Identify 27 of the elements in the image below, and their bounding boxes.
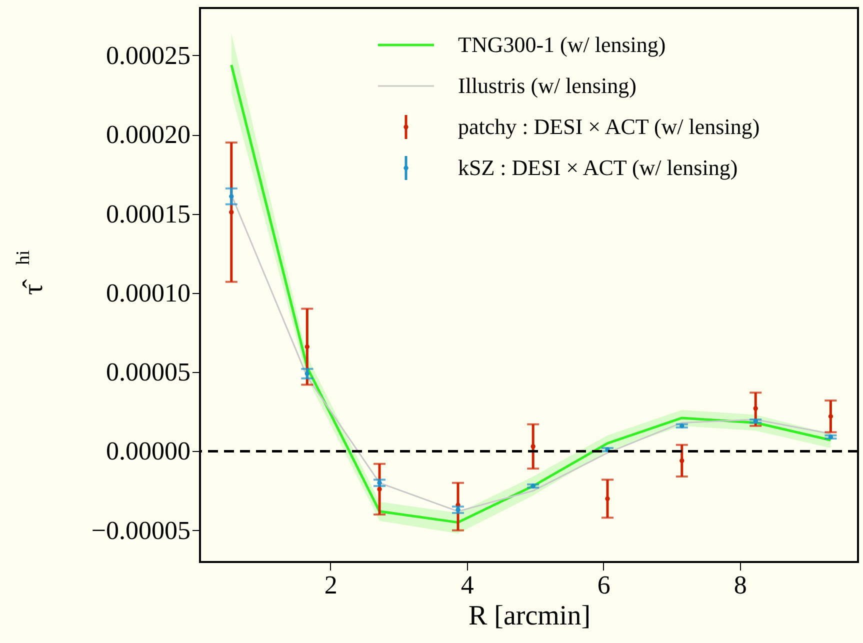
y-tick-label: 0.00010 [106,278,190,308]
x-axis-title: R [arcmin] [468,600,591,632]
point [229,194,234,199]
legend-label: Illustris (w/ lensing) [458,73,636,98]
y-tick-label: 0.00005 [106,358,190,387]
point [605,496,610,502]
point [304,344,310,350]
y-tick-label: 0.00000 [106,436,190,466]
legend-label: TNG300-1 (w/ lensing) [458,32,666,57]
x-tick-label: 4 [460,570,474,600]
legend-label: patchy : DESI × ACT (w/ lensing) [458,114,760,139]
x-tick-label: 8 [734,570,747,600]
y-tick-label: 0.00025 [106,40,190,70]
point [828,414,834,419]
x-tick-label: 6 [597,570,610,600]
point [229,210,234,215]
point [304,371,310,376]
y-tick-label: 0.00015 [106,199,190,228]
legend-label: kSZ : DESI × ACT (w/ lensing) [458,155,738,180]
y-tick-label: −0.00005 [91,516,190,545]
y-tick-label: 0.00020 [106,120,190,150]
point [680,458,684,464]
point [377,486,382,492]
point [530,444,536,449]
y-axis-title: τ̂hi [13,250,49,295]
x-tick-label: 2 [324,570,338,600]
point [753,406,758,411]
